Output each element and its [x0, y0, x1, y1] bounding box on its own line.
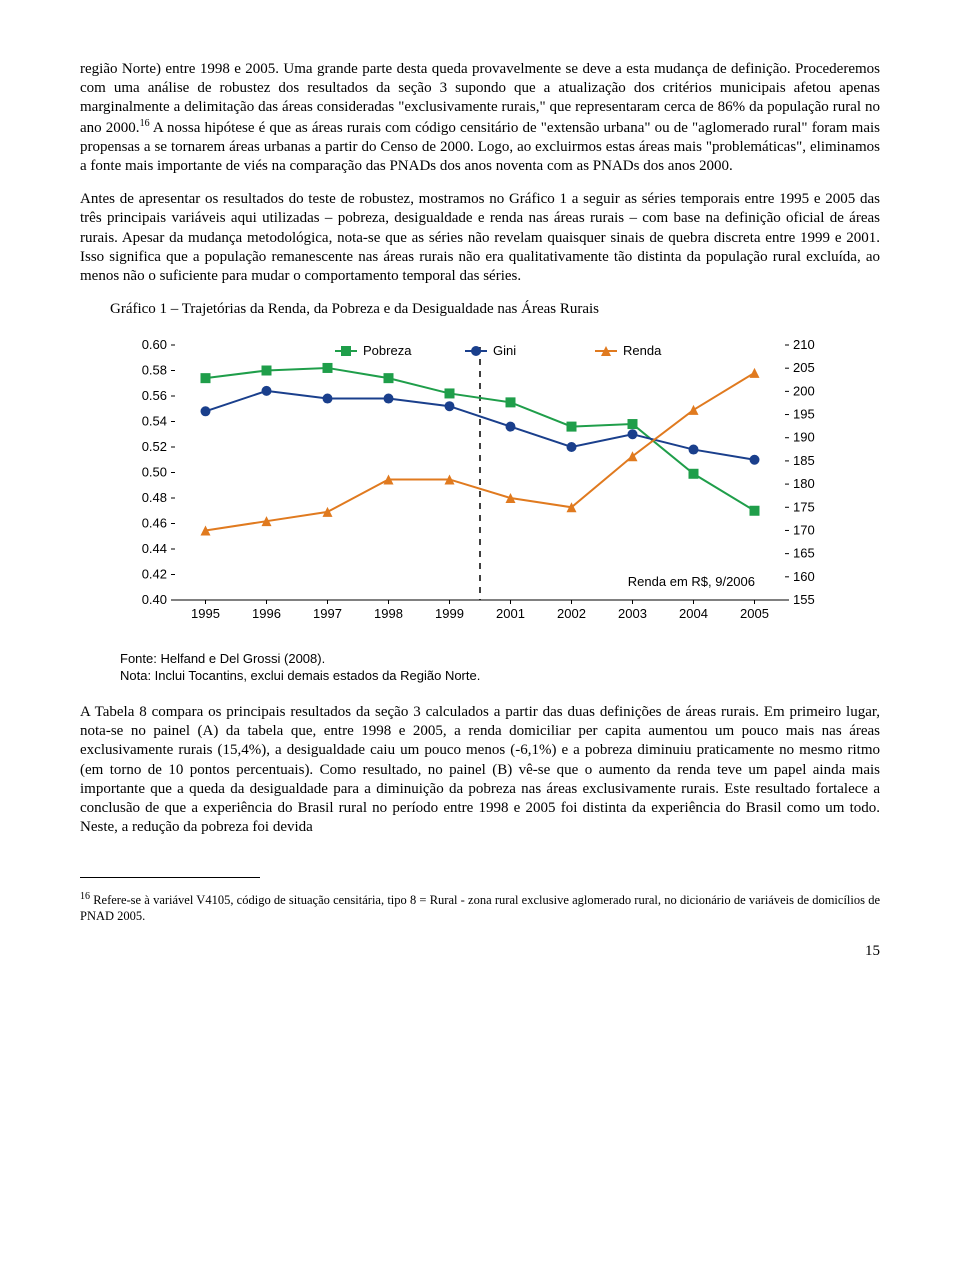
svg-text:0.48: 0.48 [142, 490, 167, 505]
svg-text:175: 175 [793, 500, 815, 515]
svg-text:0.44: 0.44 [142, 541, 167, 556]
paragraph-3: A Tabela 8 compara os principais resulta… [80, 703, 880, 837]
svg-text:2002: 2002 [557, 606, 586, 621]
paragraph-1: região Norte) entre 1998 e 2005. Uma gra… [80, 60, 880, 176]
svg-text:1996: 1996 [252, 606, 281, 621]
svg-text:210: 210 [793, 337, 815, 352]
page-number: 15 [80, 942, 880, 961]
svg-text:2005: 2005 [740, 606, 769, 621]
chart-container: 0.40 0.42 0.44 0.46 0.48 0.50 0.52 0.54 0.56 0.58… [120, 335, 840, 685]
svg-text:185: 185 [793, 453, 815, 468]
svg-text:0.46: 0.46 [142, 516, 167, 531]
line-chart: 0.40 0.42 0.44 0.46 0.48 0.50 0.52 0.54 0.56 0.58… [120, 335, 840, 645]
paragraph-2: Antes de apresentar os resultados do tes… [80, 190, 880, 286]
svg-text:2001: 2001 [496, 606, 525, 621]
svg-text:1999: 1999 [435, 606, 464, 621]
svg-text:165: 165 [793, 546, 815, 561]
svg-text:0.56: 0.56 [142, 388, 167, 403]
svg-text:2003: 2003 [618, 606, 647, 621]
svg-text:195: 195 [793, 407, 815, 422]
svg-text:1998: 1998 [374, 606, 403, 621]
svg-text:0.60: 0.60 [142, 337, 167, 352]
svg-text:0.58: 0.58 [142, 363, 167, 378]
footnote-16: 16 Refere-se à variável V4105, código de… [80, 891, 880, 924]
svg-text:160: 160 [793, 569, 815, 584]
svg-text:0.42: 0.42 [142, 567, 167, 582]
svg-text:2004: 2004 [679, 606, 708, 621]
svg-text:Renda em R$, 9/2006: Renda em R$, 9/2006 [628, 574, 755, 589]
svg-text:155: 155 [793, 592, 815, 607]
svg-text:Renda: Renda [623, 343, 662, 358]
svg-text:200: 200 [793, 384, 815, 399]
svg-text:190: 190 [793, 430, 815, 445]
chart-source: Fonte: Helfand e Del Grossi (2008). [120, 651, 840, 668]
svg-text:0.54: 0.54 [142, 414, 167, 429]
svg-text:Pobreza: Pobreza [363, 343, 412, 358]
svg-text:Gini: Gini [493, 343, 516, 358]
svg-text:205: 205 [793, 360, 815, 375]
svg-text:180: 180 [793, 476, 815, 491]
svg-text:0.40: 0.40 [142, 592, 167, 607]
svg-text:0.52: 0.52 [142, 439, 167, 454]
chart-note: Nota: Inclui Tocantins, exclui demais es… [120, 668, 840, 685]
footnote-ref-16: 16 [140, 118, 150, 129]
svg-text:0.50: 0.50 [142, 465, 167, 480]
footnote-rule [80, 877, 260, 878]
chart-title: Gráfico 1 – Trajetórias da Renda, da Pob… [110, 300, 880, 319]
footnote-text: Refere-se à variável V4105, código de si… [80, 893, 880, 923]
svg-text:1995: 1995 [191, 606, 220, 621]
footnote-num: 16 [80, 891, 90, 902]
svg-text:1997: 1997 [313, 606, 342, 621]
para1-text-b: A nossa hipótese é que as áreas rurais c… [80, 120, 880, 174]
svg-text:170: 170 [793, 523, 815, 538]
